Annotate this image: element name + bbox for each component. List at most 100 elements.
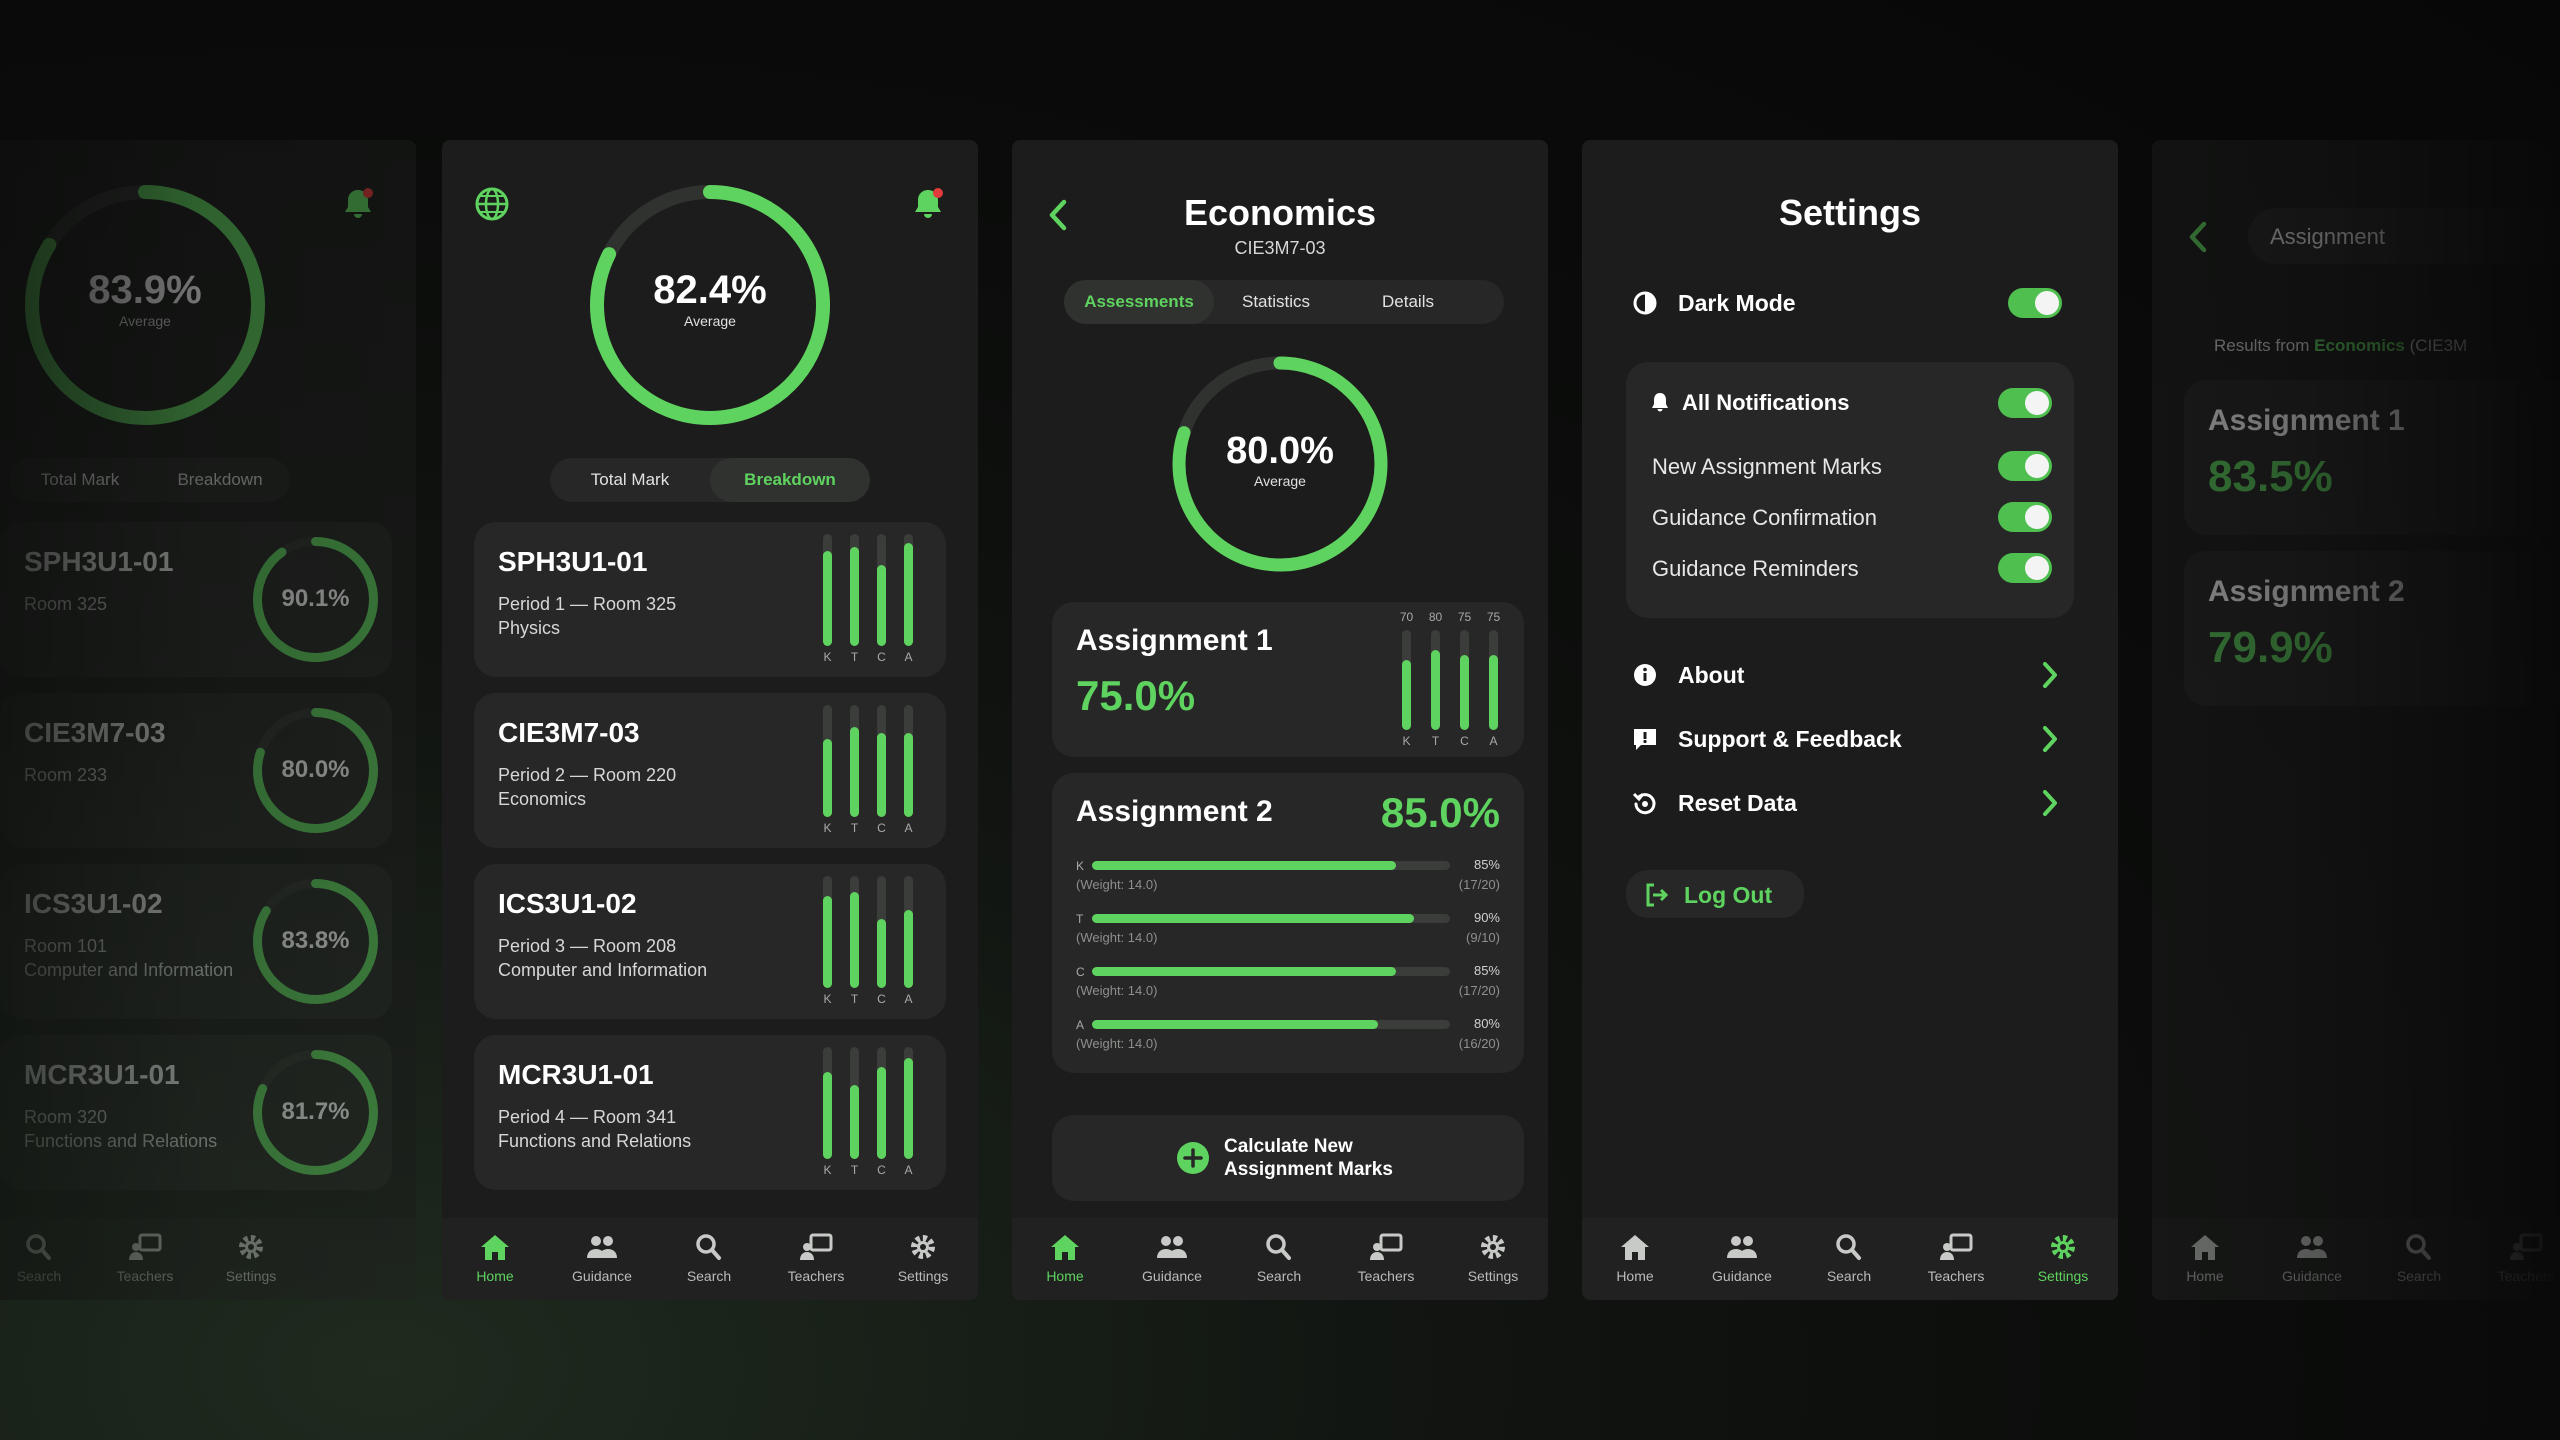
tab-breakdown[interactable]: Breakdown <box>177 470 263 489</box>
bar-track <box>877 1047 886 1159</box>
tab-breakdown[interactable]: Breakdown <box>710 458 870 502</box>
support-label: Support & Feedback <box>1678 726 1902 752</box>
bell-icon[interactable] <box>908 184 948 224</box>
nav-label: Search <box>16 1268 62 1284</box>
course-card[interactable]: CIE3M7-03 Room 233 80.0% <box>0 693 392 848</box>
nav-guidance[interactable]: Guidance <box>549 1232 655 1284</box>
bar-axis-label: K <box>1402 734 1411 748</box>
guidance-reminders-toggle[interactable] <box>1998 553 2052 583</box>
bottom-nav: Home Guidance Search Teachers <box>2152 1218 2560 1300</box>
average-value: 83.9% <box>88 268 202 312</box>
course-card[interactable]: MCR3U1-01 Room 320 Functions and Relatio… <box>0 1035 392 1190</box>
support-row[interactable]: Support & Feedback <box>1626 716 2074 760</box>
search-icon <box>696 1234 721 1260</box>
nav-label: Teachers <box>1927 1268 1985 1284</box>
tab-total-mark[interactable]: Total Mark <box>40 470 120 489</box>
bar-fill <box>1489 655 1498 730</box>
assignment-percent: 85.0% <box>1380 789 1500 836</box>
course-card[interactable]: ICS3U1-02 Room 101 Computer and Informat… <box>0 864 392 1019</box>
bell-icon[interactable] <box>338 184 378 224</box>
nav-teachers[interactable]: Teachers <box>1903 1232 2009 1284</box>
assignment-card[interactable]: Assignment 2 79.9% <box>2184 551 2560 706</box>
nav-teachers[interactable]: Teachers <box>2473 1232 2560 1284</box>
globe-icon[interactable] <box>472 184 512 224</box>
row-weight: (Weight: 14.0) <box>1076 930 1158 945</box>
results-course: Economics <box>2314 336 2405 355</box>
assignment-percent: 83.5% <box>2208 452 2333 501</box>
course-code: SPH3U1-01 <box>24 546 174 577</box>
nav-guidance[interactable]: Guidance <box>1689 1232 1795 1284</box>
nav-guidance[interactable]: Guidance <box>2259 1232 2365 1284</box>
bar-fill <box>823 550 832 646</box>
course-card[interactable]: SPH3U1-01 Room 325 90.1% <box>0 522 392 677</box>
nav-home[interactable]: Home <box>2152 1232 2258 1284</box>
nav-teachers[interactable]: Teachers <box>1333 1232 1439 1284</box>
course-card[interactable]: CIE3M7-03 Period 2 — Room 220 Economics … <box>474 693 946 848</box>
course-card[interactable]: ICS3U1-02 Period 3 — Room 208 Computer a… <box>474 864 946 1019</box>
nav-label: Settings <box>225 1268 277 1284</box>
average-value: 80.0% <box>1226 430 1334 472</box>
chevron-left-icon[interactable] <box>2186 220 2210 254</box>
row-weight: (Weight: 14.0) <box>1076 877 1158 892</box>
guidance-confirmation-toggle[interactable] <box>1998 502 2052 532</box>
bar-axis-label: K <box>823 821 832 835</box>
course-room: Room 320 <box>24 1107 108 1127</box>
nav-home[interactable]: Home <box>1012 1232 1118 1284</box>
nav-search[interactable]: Search <box>1796 1232 1902 1284</box>
logout-button[interactable]: Log Out <box>1626 870 1804 918</box>
nav-home[interactable]: Home <box>442 1232 548 1284</box>
nav-guidance[interactable]: Guidance <box>1119 1232 1225 1284</box>
bar-value-label: 80 <box>1428 610 1443 624</box>
bar-value-label: 75 <box>1457 610 1472 624</box>
dark-mode-label: Dark Mode <box>1678 290 1796 316</box>
nav-search[interactable]: Search <box>2366 1232 2472 1284</box>
tab-total-mark[interactable]: Total Mark <box>590 470 670 489</box>
tab-details[interactable]: Details <box>1382 292 1434 311</box>
nav-settings[interactable]: Settings <box>198 1232 304 1284</box>
tab-statistics[interactable]: Statistics <box>1241 292 1311 311</box>
bar-track <box>823 534 832 646</box>
bar-axis-label: T <box>850 821 859 835</box>
nav-label: Guidance <box>2282 1268 2342 1284</box>
row-weight: (Weight: 14.0) <box>1076 983 1158 998</box>
row-label: K <box>1076 859 1085 873</box>
bar-axis-label: A <box>904 650 913 664</box>
course-code: SPH3U1-01 <box>498 546 648 577</box>
bar-fill <box>823 1071 832 1159</box>
all-notifications-toggle[interactable] <box>1998 388 2052 418</box>
assignment-card[interactable]: Assignment 1 75.0% 70 K 80 T 75 C 75 A <box>1052 602 1524 757</box>
nav-search[interactable]: Search <box>1226 1232 1332 1284</box>
course-code: ICS3U1-02 <box>498 888 637 919</box>
bottom-nav: Home Guidance Search Teachers Settings <box>442 1218 978 1300</box>
chevron-left-icon[interactable] <box>1046 198 1070 232</box>
assignment-card[interactable]: Assignment 2 85.0% K 85% (Weight: 14.0) (17… <box>1052 773 1524 1073</box>
course-percent: 90.1% <box>281 585 350 612</box>
assignment-card[interactable]: Assignment 1 83.5% <box>2184 380 2560 535</box>
nav-home[interactable]: Home <box>1582 1232 1688 1284</box>
nav-settings[interactable]: Settings <box>2010 1232 2116 1284</box>
calculate-button[interactable]: Calculate New Assignment Marks <box>1052 1115 1524 1201</box>
nav-teachers[interactable]: Teachers <box>92 1232 198 1284</box>
reset-row[interactable]: Reset Data <box>1626 780 2074 824</box>
nav-label: Guidance <box>572 1268 632 1284</box>
course-ring <box>253 537 378 662</box>
guidance-confirmation-label: Guidance Confirmation <box>1652 505 1878 530</box>
nav-settings[interactable]: Settings <box>870 1232 976 1284</box>
row-score: (16/20) <box>1458 1036 1500 1051</box>
bar-axis-label: A <box>1489 734 1498 748</box>
tab-assessments[interactable]: Assessments <box>1064 280 1214 324</box>
course-card[interactable]: SPH3U1-01 Period 1 — Room 325 Physics K T… <box>474 522 946 677</box>
nav-search[interactable]: Search <box>0 1232 92 1284</box>
bar-fill <box>850 547 859 646</box>
dark-mode-toggle[interactable] <box>2008 288 2062 318</box>
nav-teachers[interactable]: Teachers <box>763 1232 869 1284</box>
nav-settings[interactable]: Settings <box>1440 1232 1546 1284</box>
new-marks-toggle[interactable] <box>1998 451 2052 481</box>
bar-axis-label: C <box>877 1163 886 1177</box>
course-card[interactable]: MCR3U1-01 Period 4 — Room 341 Functions … <box>474 1035 946 1190</box>
about-row[interactable]: About <box>1626 652 2074 696</box>
nav-search[interactable]: Search <box>656 1232 762 1284</box>
